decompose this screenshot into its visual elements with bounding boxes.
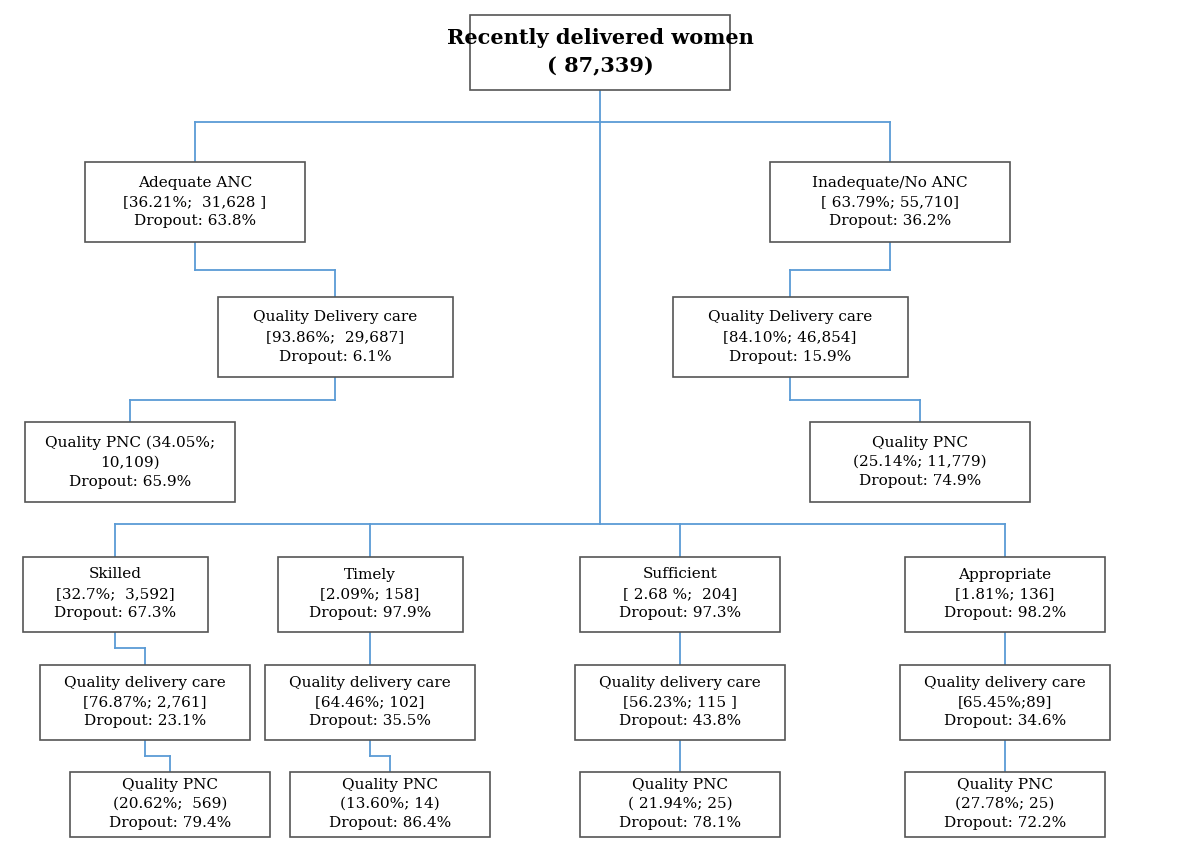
Text: Quality PNC
(25.14%; 11,779)
Dropout: 74.9%: Quality PNC (25.14%; 11,779) Dropout: 74…	[853, 435, 986, 488]
FancyBboxPatch shape	[905, 557, 1105, 632]
Text: Quality delivery care
[56.23%; 115 ]
Dropout: 43.8%: Quality delivery care [56.23%; 115 ] Dro…	[599, 675, 761, 728]
Text: Sufficient
[ 2.68 %;  204]
Dropout: 97.3%: Sufficient [ 2.68 %; 204] Dropout: 97.3%	[619, 568, 742, 621]
FancyBboxPatch shape	[905, 771, 1105, 836]
Text: Skilled
[32.7%;  3,592]
Dropout: 67.3%: Skilled [32.7%; 3,592] Dropout: 67.3%	[54, 568, 176, 621]
FancyBboxPatch shape	[575, 664, 785, 739]
Text: Quality Delivery care
[93.86%;  29,687]
Dropout: 6.1%: Quality Delivery care [93.86%; 29,687] D…	[253, 311, 418, 364]
FancyBboxPatch shape	[580, 771, 780, 836]
FancyBboxPatch shape	[217, 297, 452, 377]
Text: Timely
[2.09%; 158]
Dropout: 97.9%: Timely [2.09%; 158] Dropout: 97.9%	[308, 568, 431, 621]
Text: Quality delivery care
[64.46%; 102]
Dropout: 35.5%: Quality delivery care [64.46%; 102] Drop…	[289, 675, 451, 728]
FancyBboxPatch shape	[277, 557, 462, 632]
Text: Quality delivery care
[65.45%;89]
Dropout: 34.6%: Quality delivery care [65.45%;89] Dropou…	[924, 675, 1086, 728]
FancyBboxPatch shape	[25, 422, 235, 502]
Text: Quality PNC
(13.60%; 14)
Dropout: 86.4%: Quality PNC (13.60%; 14) Dropout: 86.4%	[329, 777, 451, 830]
Text: Recently delivered women
( 87,339): Recently delivered women ( 87,339)	[446, 28, 754, 76]
Text: Quality PNC (34.05%;
10,109)
Dropout: 65.9%: Quality PNC (34.05%; 10,109) Dropout: 65…	[44, 435, 215, 488]
Text: Quality PNC
( 21.94%; 25)
Dropout: 78.1%: Quality PNC ( 21.94%; 25) Dropout: 78.1%	[619, 777, 742, 830]
Text: Adequate ANC
[36.21%;  31,628 ]
Dropout: 63.8%: Adequate ANC [36.21%; 31,628 ] Dropout: …	[124, 175, 266, 228]
Text: Quality delivery care
[76.87%; 2,761]
Dropout: 23.1%: Quality delivery care [76.87%; 2,761] Dr…	[64, 675, 226, 728]
FancyBboxPatch shape	[900, 664, 1110, 739]
Text: Appropriate
[1.81%; 136]
Dropout: 98.2%: Appropriate [1.81%; 136] Dropout: 98.2%	[944, 568, 1066, 621]
FancyBboxPatch shape	[672, 297, 907, 377]
FancyBboxPatch shape	[70, 771, 270, 836]
FancyBboxPatch shape	[40, 664, 250, 739]
FancyBboxPatch shape	[23, 557, 208, 632]
Text: Inadequate/No ANC
[ 63.79%; 55,710]
Dropout: 36.2%: Inadequate/No ANC [ 63.79%; 55,710] Drop…	[812, 175, 968, 228]
FancyBboxPatch shape	[580, 557, 780, 632]
Text: Quality PNC
(20.62%;  569)
Dropout: 79.4%: Quality PNC (20.62%; 569) Dropout: 79.4%	[109, 777, 232, 830]
Text: Quality Delivery care
[84.10%; 46,854]
Dropout: 15.9%: Quality Delivery care [84.10%; 46,854] D…	[708, 311, 872, 364]
FancyBboxPatch shape	[770, 162, 1010, 242]
FancyBboxPatch shape	[810, 422, 1030, 502]
FancyBboxPatch shape	[265, 664, 475, 739]
FancyBboxPatch shape	[470, 14, 730, 89]
Text: Quality PNC
(27.78%; 25)
Dropout: 72.2%: Quality PNC (27.78%; 25) Dropout: 72.2%	[944, 777, 1066, 830]
FancyBboxPatch shape	[85, 162, 305, 242]
FancyBboxPatch shape	[290, 771, 490, 836]
